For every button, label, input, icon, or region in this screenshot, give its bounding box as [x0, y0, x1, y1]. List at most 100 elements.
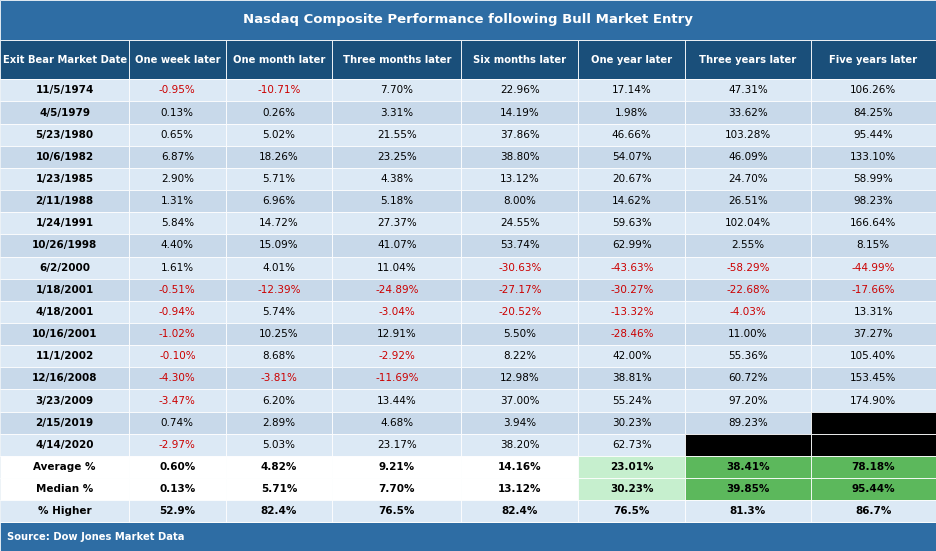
- Text: 1/23/1985: 1/23/1985: [36, 174, 94, 184]
- Text: -0.51%: -0.51%: [159, 285, 196, 295]
- Bar: [461, 101, 578, 123]
- Text: 11/1/2002: 11/1/2002: [36, 351, 94, 361]
- Text: 4.68%: 4.68%: [380, 418, 414, 428]
- Text: 4/5/1979: 4/5/1979: [39, 107, 90, 117]
- Text: 11.00%: 11.00%: [728, 329, 768, 339]
- Bar: [578, 257, 685, 279]
- Bar: [0, 146, 129, 168]
- Bar: [129, 79, 226, 101]
- Bar: [332, 434, 461, 456]
- Text: -43.63%: -43.63%: [610, 263, 653, 273]
- Text: 13.31%: 13.31%: [854, 307, 893, 317]
- Bar: [129, 390, 226, 412]
- Text: 4/14/2020: 4/14/2020: [36, 440, 94, 450]
- Bar: [461, 234, 578, 257]
- Bar: [811, 345, 936, 368]
- Text: 89.23%: 89.23%: [728, 418, 768, 428]
- Text: 54.07%: 54.07%: [612, 152, 651, 162]
- Text: 30.23%: 30.23%: [612, 418, 651, 428]
- Text: One month later: One month later: [233, 55, 325, 64]
- Text: -58.29%: -58.29%: [726, 263, 769, 273]
- Text: 14.16%: 14.16%: [498, 462, 542, 472]
- Bar: [461, 257, 578, 279]
- Text: 38.20%: 38.20%: [500, 440, 540, 450]
- Bar: [685, 234, 811, 257]
- Bar: [226, 168, 332, 190]
- Bar: [0, 522, 936, 551]
- Bar: [685, 412, 811, 434]
- Bar: [332, 79, 461, 101]
- Bar: [332, 234, 461, 257]
- Bar: [226, 301, 332, 323]
- Bar: [811, 390, 936, 412]
- Bar: [129, 168, 226, 190]
- Bar: [685, 257, 811, 279]
- Bar: [129, 456, 226, 478]
- Bar: [811, 146, 936, 168]
- Text: 2/11/1988: 2/11/1988: [36, 196, 94, 206]
- Bar: [332, 301, 461, 323]
- Bar: [685, 456, 811, 478]
- Bar: [578, 101, 685, 123]
- Bar: [0, 323, 129, 345]
- Text: 15.09%: 15.09%: [259, 240, 299, 251]
- Text: -0.95%: -0.95%: [159, 85, 196, 95]
- Text: Median %: Median %: [36, 484, 94, 494]
- Text: 76.5%: 76.5%: [379, 506, 415, 516]
- Bar: [578, 146, 685, 168]
- Text: -0.94%: -0.94%: [159, 307, 196, 317]
- Text: 27.37%: 27.37%: [377, 218, 417, 228]
- Bar: [129, 257, 226, 279]
- Bar: [129, 301, 226, 323]
- Text: 13.12%: 13.12%: [498, 484, 542, 494]
- Text: 97.20%: 97.20%: [728, 396, 768, 406]
- Text: 37.00%: 37.00%: [500, 396, 540, 406]
- Text: 33.62%: 33.62%: [728, 107, 768, 117]
- Bar: [685, 190, 811, 212]
- Text: 52.9%: 52.9%: [159, 506, 196, 516]
- Bar: [226, 279, 332, 301]
- Bar: [811, 212, 936, 234]
- Bar: [811, 500, 936, 522]
- Bar: [332, 40, 461, 79]
- Bar: [0, 478, 129, 500]
- Text: 0.13%: 0.13%: [161, 107, 194, 117]
- Bar: [578, 456, 685, 478]
- Bar: [685, 168, 811, 190]
- Text: -13.32%: -13.32%: [610, 307, 653, 317]
- Text: -3.47%: -3.47%: [159, 396, 196, 406]
- Text: -20.52%: -20.52%: [498, 307, 542, 317]
- Bar: [461, 323, 578, 345]
- Bar: [461, 345, 578, 368]
- Text: 103.28%: 103.28%: [724, 129, 771, 140]
- Bar: [0, 123, 129, 146]
- Bar: [129, 434, 226, 456]
- Text: 1/24/1991: 1/24/1991: [36, 218, 94, 228]
- Bar: [332, 345, 461, 368]
- Text: 8.68%: 8.68%: [262, 351, 296, 361]
- Text: 0.26%: 0.26%: [262, 107, 296, 117]
- Bar: [129, 40, 226, 79]
- Bar: [461, 478, 578, 500]
- Text: -24.89%: -24.89%: [375, 285, 418, 295]
- Text: Three months later: Three months later: [343, 55, 451, 64]
- Text: 62.99%: 62.99%: [612, 240, 651, 251]
- Text: 5/23/1980: 5/23/1980: [36, 129, 94, 140]
- Text: 5.74%: 5.74%: [262, 307, 296, 317]
- Bar: [461, 123, 578, 146]
- Bar: [332, 390, 461, 412]
- Text: 37.27%: 37.27%: [854, 329, 893, 339]
- Text: Average %: Average %: [34, 462, 95, 472]
- Bar: [811, 257, 936, 279]
- Bar: [578, 500, 685, 522]
- Text: -17.66%: -17.66%: [852, 285, 895, 295]
- Bar: [332, 323, 461, 345]
- Bar: [685, 279, 811, 301]
- Text: Three years later: Three years later: [699, 55, 797, 64]
- Text: 41.07%: 41.07%: [377, 240, 417, 251]
- Bar: [0, 0, 936, 40]
- Bar: [461, 146, 578, 168]
- Text: Five years later: Five years later: [829, 55, 917, 64]
- Text: -30.63%: -30.63%: [498, 263, 542, 273]
- Bar: [129, 478, 226, 500]
